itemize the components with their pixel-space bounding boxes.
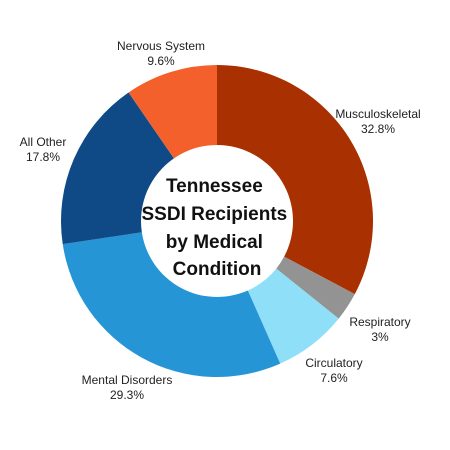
slice-nervous-system [128, 65, 217, 159]
slice-label-value: 17.8% [26, 150, 60, 164]
slice-label-name: Nervous System [117, 39, 205, 53]
chart-labels: Musculoskeletal 32.8% Respiratory 3% Circula… [20, 39, 421, 402]
slice-label-name: Respiratory [349, 315, 410, 329]
slice-label-name: All Other [20, 135, 67, 149]
slice-label-name: Musculoskeletal [335, 107, 420, 121]
slice-all-other [61, 92, 174, 245]
slice-label-value: 3% [371, 330, 389, 344]
chart-title: Tennessee SSDI Recipients by Medical Con… [142, 176, 293, 280]
slice-label-name: Mental Disorders [82, 373, 173, 387]
slice-label: Respiratory 3% [349, 315, 410, 344]
slice-label: All Other 17.8% [20, 135, 67, 164]
slice-label-value: 29.3% [110, 388, 144, 402]
chart-title-line: Condition [173, 259, 262, 280]
slice-circulatory [247, 268, 339, 364]
slice-respiratory [276, 256, 355, 319]
slice-label: Mental Disorders 29.3% [82, 373, 173, 402]
chart-title-line: SSDI Recipients [142, 204, 288, 225]
slice-label-value: 9.6% [147, 54, 175, 68]
chart-title-line: by Medical [166, 232, 263, 253]
slice-label-value: 32.8% [361, 122, 395, 136]
slice-mental-disorders [62, 232, 281, 377]
slice-musculoskeletal [217, 65, 374, 295]
slice-label: Nervous System 9.6% [117, 39, 205, 68]
chart-title-line: Tennessee [166, 176, 263, 197]
chart-slices [61, 65, 374, 377]
slice-label: Musculoskeletal 32.8% [335, 107, 420, 136]
slice-label-name: Circulatory [305, 356, 362, 370]
slice-label-value: 7.6% [320, 371, 348, 385]
slice-label: Circulatory 7.6% [305, 356, 362, 385]
